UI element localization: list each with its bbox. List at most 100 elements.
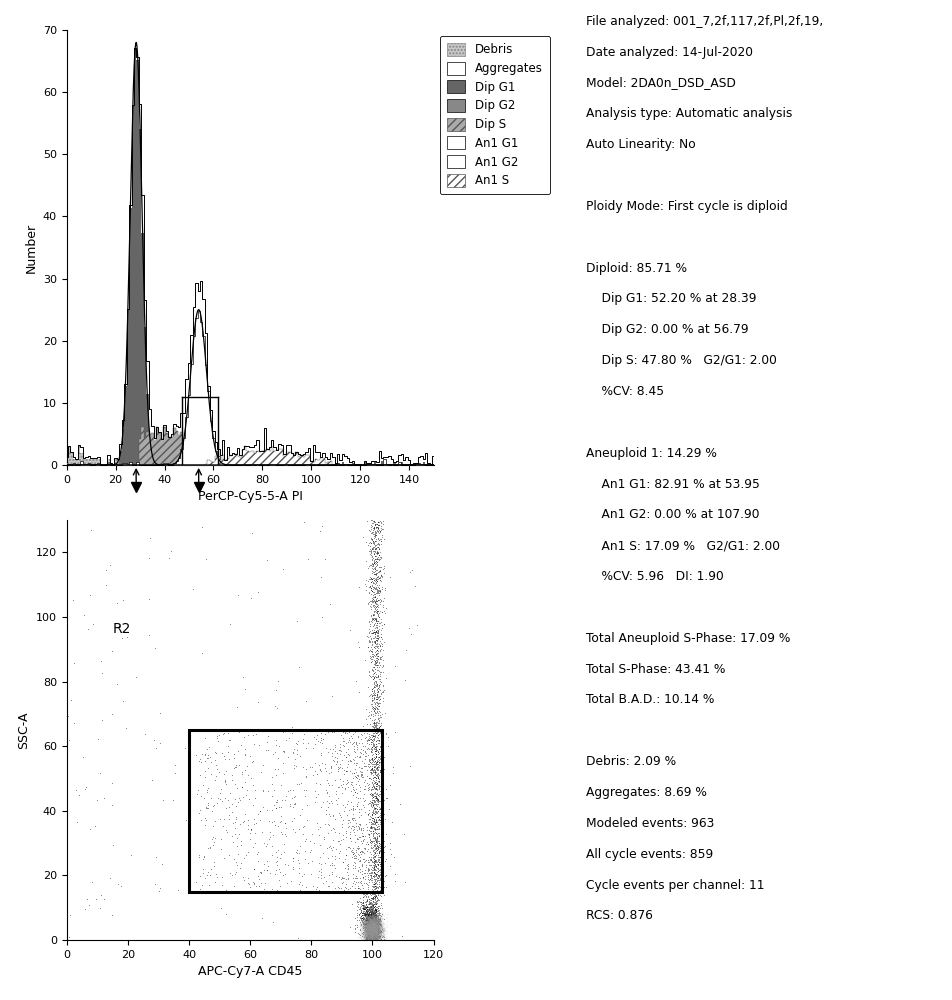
Point [368,911,384,927]
Point [363,914,378,930]
Point [367,929,383,945]
Point [361,923,376,939]
Point [363,922,378,938]
Point [365,826,380,842]
Point [370,911,386,927]
Point [367,912,383,928]
Point [360,915,375,931]
Point [367,759,382,775]
Point [141,591,156,607]
Point [356,927,371,943]
Point [360,921,375,937]
Point [370,851,386,867]
Point [348,831,364,847]
Point [359,913,374,929]
Point [367,923,383,939]
Point [367,926,383,942]
Point [366,930,381,946]
Point [358,908,373,924]
Point [364,927,379,943]
Point [345,822,360,838]
Point [360,918,375,934]
Point [357,913,372,929]
Point [365,923,380,939]
Point [368,916,384,932]
Point [364,608,379,624]
Point [362,932,377,948]
Point [367,923,383,939]
Point [368,630,384,646]
Point [362,929,377,945]
Point [367,914,383,930]
Point [366,924,381,940]
Point [361,918,376,934]
Point [376,761,391,777]
Point [371,919,387,935]
Point [242,748,257,764]
Point [370,698,386,714]
Point [367,912,382,928]
Point [357,928,372,944]
Point [319,840,334,856]
Point [362,928,377,944]
Point [253,764,268,780]
Point [368,923,384,939]
Point [362,924,377,940]
Point [353,927,368,943]
Point [362,931,377,947]
Point [359,923,374,939]
Point [361,920,376,936]
Point [364,622,379,638]
Point [365,924,380,940]
Point [364,921,379,937]
Point [367,911,383,927]
Point [363,912,378,928]
Point [366,919,381,935]
Point [365,926,380,942]
Point [356,922,371,938]
Point [361,914,376,930]
Point [357,929,372,945]
Point [364,921,379,937]
Point [356,778,371,794]
Point [356,906,371,922]
Point [372,927,387,943]
Point [365,556,380,572]
Point [359,919,374,935]
Point [368,519,384,535]
Point [375,677,390,693]
Point [366,922,381,938]
Point [372,817,387,833]
Point [365,930,380,946]
Point [364,919,379,935]
Point [325,839,340,855]
Point [360,916,375,932]
Point [363,925,378,941]
Point [365,929,380,945]
Point [355,924,370,940]
Point [367,861,382,877]
Point [341,730,356,746]
Point [365,931,380,947]
Point [369,927,385,943]
Point [374,815,389,831]
Point [362,906,377,922]
Point [369,801,385,817]
Point [366,819,381,835]
Point [371,919,387,935]
Point [365,926,380,942]
Point [370,761,386,777]
Point [371,679,387,695]
Point [367,917,382,933]
Point [363,926,378,942]
Point [369,930,385,946]
Point [363,925,378,941]
Point [365,916,380,932]
Point [365,915,380,931]
Point [253,875,268,891]
Point [370,920,386,936]
Point [365,919,380,935]
Point [358,929,373,945]
Point [364,922,379,938]
Point [360,915,375,931]
